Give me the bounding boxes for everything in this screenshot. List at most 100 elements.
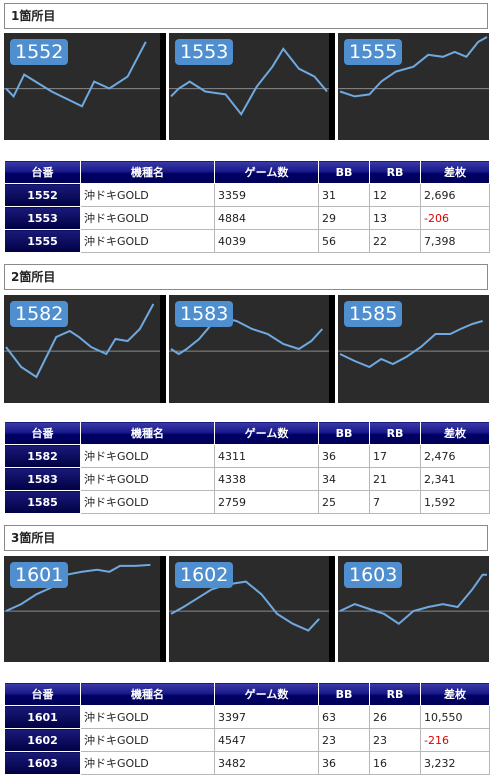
coin-diff-cell: 2,341 [420, 467, 490, 491]
machine-number-cell[interactable]: 1585 [4, 490, 81, 514]
trend-line [170, 47, 328, 116]
table-row[interactable]: 1585 沖ドキGOLD 2759 25 7 1,592 [4, 490, 490, 514]
trend-chart [4, 563, 160, 612]
thumbnail-divider [329, 295, 335, 403]
column-header-model-name: 機種名 [80, 421, 215, 445]
game-count-cell: 2759 [214, 490, 319, 514]
machine-number-cell[interactable]: 1583 [4, 467, 81, 491]
table-row[interactable]: 1553 沖ドキGOLD 4884 29 13 -206 [4, 206, 490, 230]
rb-count-cell: 23 [369, 728, 421, 752]
coin-diff-cell: 3,232 [420, 751, 490, 775]
trend-thumbnail-1582[interactable]: 1582 [4, 295, 160, 403]
model-name-cell: 沖ドキGOLD [80, 705, 215, 729]
machine-number-cell[interactable]: 1603 [4, 751, 81, 775]
column-header-machine-number: 台番 [4, 421, 81, 445]
trend-thumbnail-1555[interactable]: 1555 [338, 33, 489, 140]
rb-count-cell: 16 [369, 751, 421, 775]
game-count-cell: 3359 [214, 183, 319, 207]
game-count-cell: 3482 [214, 751, 319, 775]
trend-thumbnail-1553[interactable]: 1553 [169, 33, 329, 140]
trend-thumbnail-1601[interactable]: 1601 [4, 556, 160, 662]
trend-chart [169, 315, 329, 356]
column-header-game-count: ゲーム数 [214, 421, 319, 445]
machine-number-cell[interactable]: 1555 [4, 229, 81, 253]
bb-count-cell: 23 [318, 728, 370, 752]
model-name-cell: 沖ドキGOLD [80, 751, 215, 775]
model-name-cell: 沖ドキGOLD [80, 490, 215, 514]
game-count-cell: 4039 [214, 229, 319, 253]
column-header-coin-diff: 差枚 [420, 421, 490, 445]
model-name-cell: 沖ドキGOLD [80, 183, 215, 207]
trend-line [170, 315, 324, 356]
trend-line [5, 563, 151, 612]
rb-count-cell: 7 [369, 490, 421, 514]
bb-count-cell: 36 [318, 444, 370, 468]
table-row[interactable]: 1555 沖ドキGOLD 4039 56 22 7,398 [4, 229, 490, 253]
machine-number-cell[interactable]: 1552 [4, 183, 81, 207]
trend-chart [338, 36, 489, 98]
rb-count-cell: 26 [369, 705, 421, 729]
machine-number-badge: 1582 [10, 301, 69, 327]
column-header-model-name: 機種名 [80, 682, 215, 706]
thumbnail-row-2: 1582 1583 1585 [4, 295, 489, 403]
game-count-cell: 4311 [214, 444, 319, 468]
game-count-cell: 3397 [214, 705, 319, 729]
table-header-row: 台番 機種名 ゲーム数 BB RB 差枚 [4, 682, 490, 706]
thumbnail-row-1: 1552 1553 1555 [4, 33, 489, 140]
table-header-row: 台番 機種名 ゲーム数 BB RB 差枚 [4, 160, 490, 184]
column-header-coin-diff: 差枚 [420, 682, 490, 706]
machine-number-badge: 1552 [10, 39, 69, 65]
game-count-cell: 4338 [214, 467, 319, 491]
coin-diff-cell: 10,550 [420, 705, 490, 729]
machine-number-cell[interactable]: 1602 [4, 728, 81, 752]
trend-thumbnail-1603[interactable]: 1603 [338, 556, 489, 662]
coin-diff-cell: -206 [420, 206, 490, 230]
machine-number-cell[interactable]: 1582 [4, 444, 81, 468]
model-name-cell: 沖ドキGOLD [80, 444, 215, 468]
trend-thumbnail-1552[interactable]: 1552 [4, 33, 160, 140]
table-header-row: 台番 機種名 ゲーム数 BB RB 差枚 [4, 421, 490, 445]
coin-diff-cell: -216 [420, 728, 490, 752]
table-row[interactable]: 1602 沖ドキGOLD 4547 23 23 -216 [4, 728, 490, 752]
machine-number-badge: 1553 [175, 39, 234, 65]
rb-count-cell: 17 [369, 444, 421, 468]
table-row[interactable]: 1583 沖ドキGOLD 4338 34 21 2,341 [4, 467, 490, 491]
column-header-bb-count: BB [318, 682, 370, 706]
column-header-rb-count: RB [369, 160, 421, 184]
machine-number-badge: 1555 [344, 39, 403, 65]
table-row[interactable]: 1552 沖ドキGOLD 3359 31 12 2,696 [4, 183, 490, 207]
trend-chart [4, 41, 160, 108]
section-header-1: 1箇所目 [4, 3, 488, 29]
trend-thumbnail-1583[interactable]: 1583 [169, 295, 329, 403]
column-header-machine-number: 台番 [4, 682, 81, 706]
rb-count-cell: 13 [369, 206, 421, 230]
trend-chart [169, 47, 329, 116]
trend-chart [169, 580, 329, 632]
section-header-2: 2箇所目 [4, 264, 488, 290]
thumbnail-divider [329, 33, 335, 140]
table-row[interactable]: 1601 沖ドキGOLD 3397 63 26 10,550 [4, 705, 490, 729]
data-table-1: 台番 機種名 ゲーム数 BB RB 差枚 1552 沖ドキGOLD 3359 31 12 2,696 1… [4, 160, 490, 253]
section-title: 1箇所目 [11, 9, 56, 23]
table-row[interactable]: 1603 沖ドキGOLD 3482 36 16 3,232 [4, 751, 490, 775]
machine-number-cell[interactable]: 1601 [4, 705, 81, 729]
column-header-bb-count: BB [318, 160, 370, 184]
column-header-machine-number: 台番 [4, 160, 81, 184]
trend-chart [338, 320, 489, 369]
table-row[interactable]: 1582 沖ドキGOLD 4311 36 17 2,476 [4, 444, 490, 468]
trend-line [5, 303, 155, 379]
rb-count-cell: 12 [369, 183, 421, 207]
trend-thumbnail-1585[interactable]: 1585 [338, 295, 489, 403]
trend-line [339, 320, 483, 369]
column-header-model-name: 機種名 [80, 160, 215, 184]
machine-number-badge: 1603 [344, 562, 403, 588]
bb-count-cell: 31 [318, 183, 370, 207]
trend-chart [4, 303, 160, 379]
section-title: 2箇所目 [11, 270, 56, 284]
bb-count-cell: 25 [318, 490, 370, 514]
machine-number-cell[interactable]: 1553 [4, 206, 81, 230]
section-title: 3箇所目 [11, 531, 56, 545]
bb-count-cell: 34 [318, 467, 370, 491]
trend-thumbnail-1602[interactable]: 1602 [169, 556, 329, 662]
rb-count-cell: 21 [369, 467, 421, 491]
